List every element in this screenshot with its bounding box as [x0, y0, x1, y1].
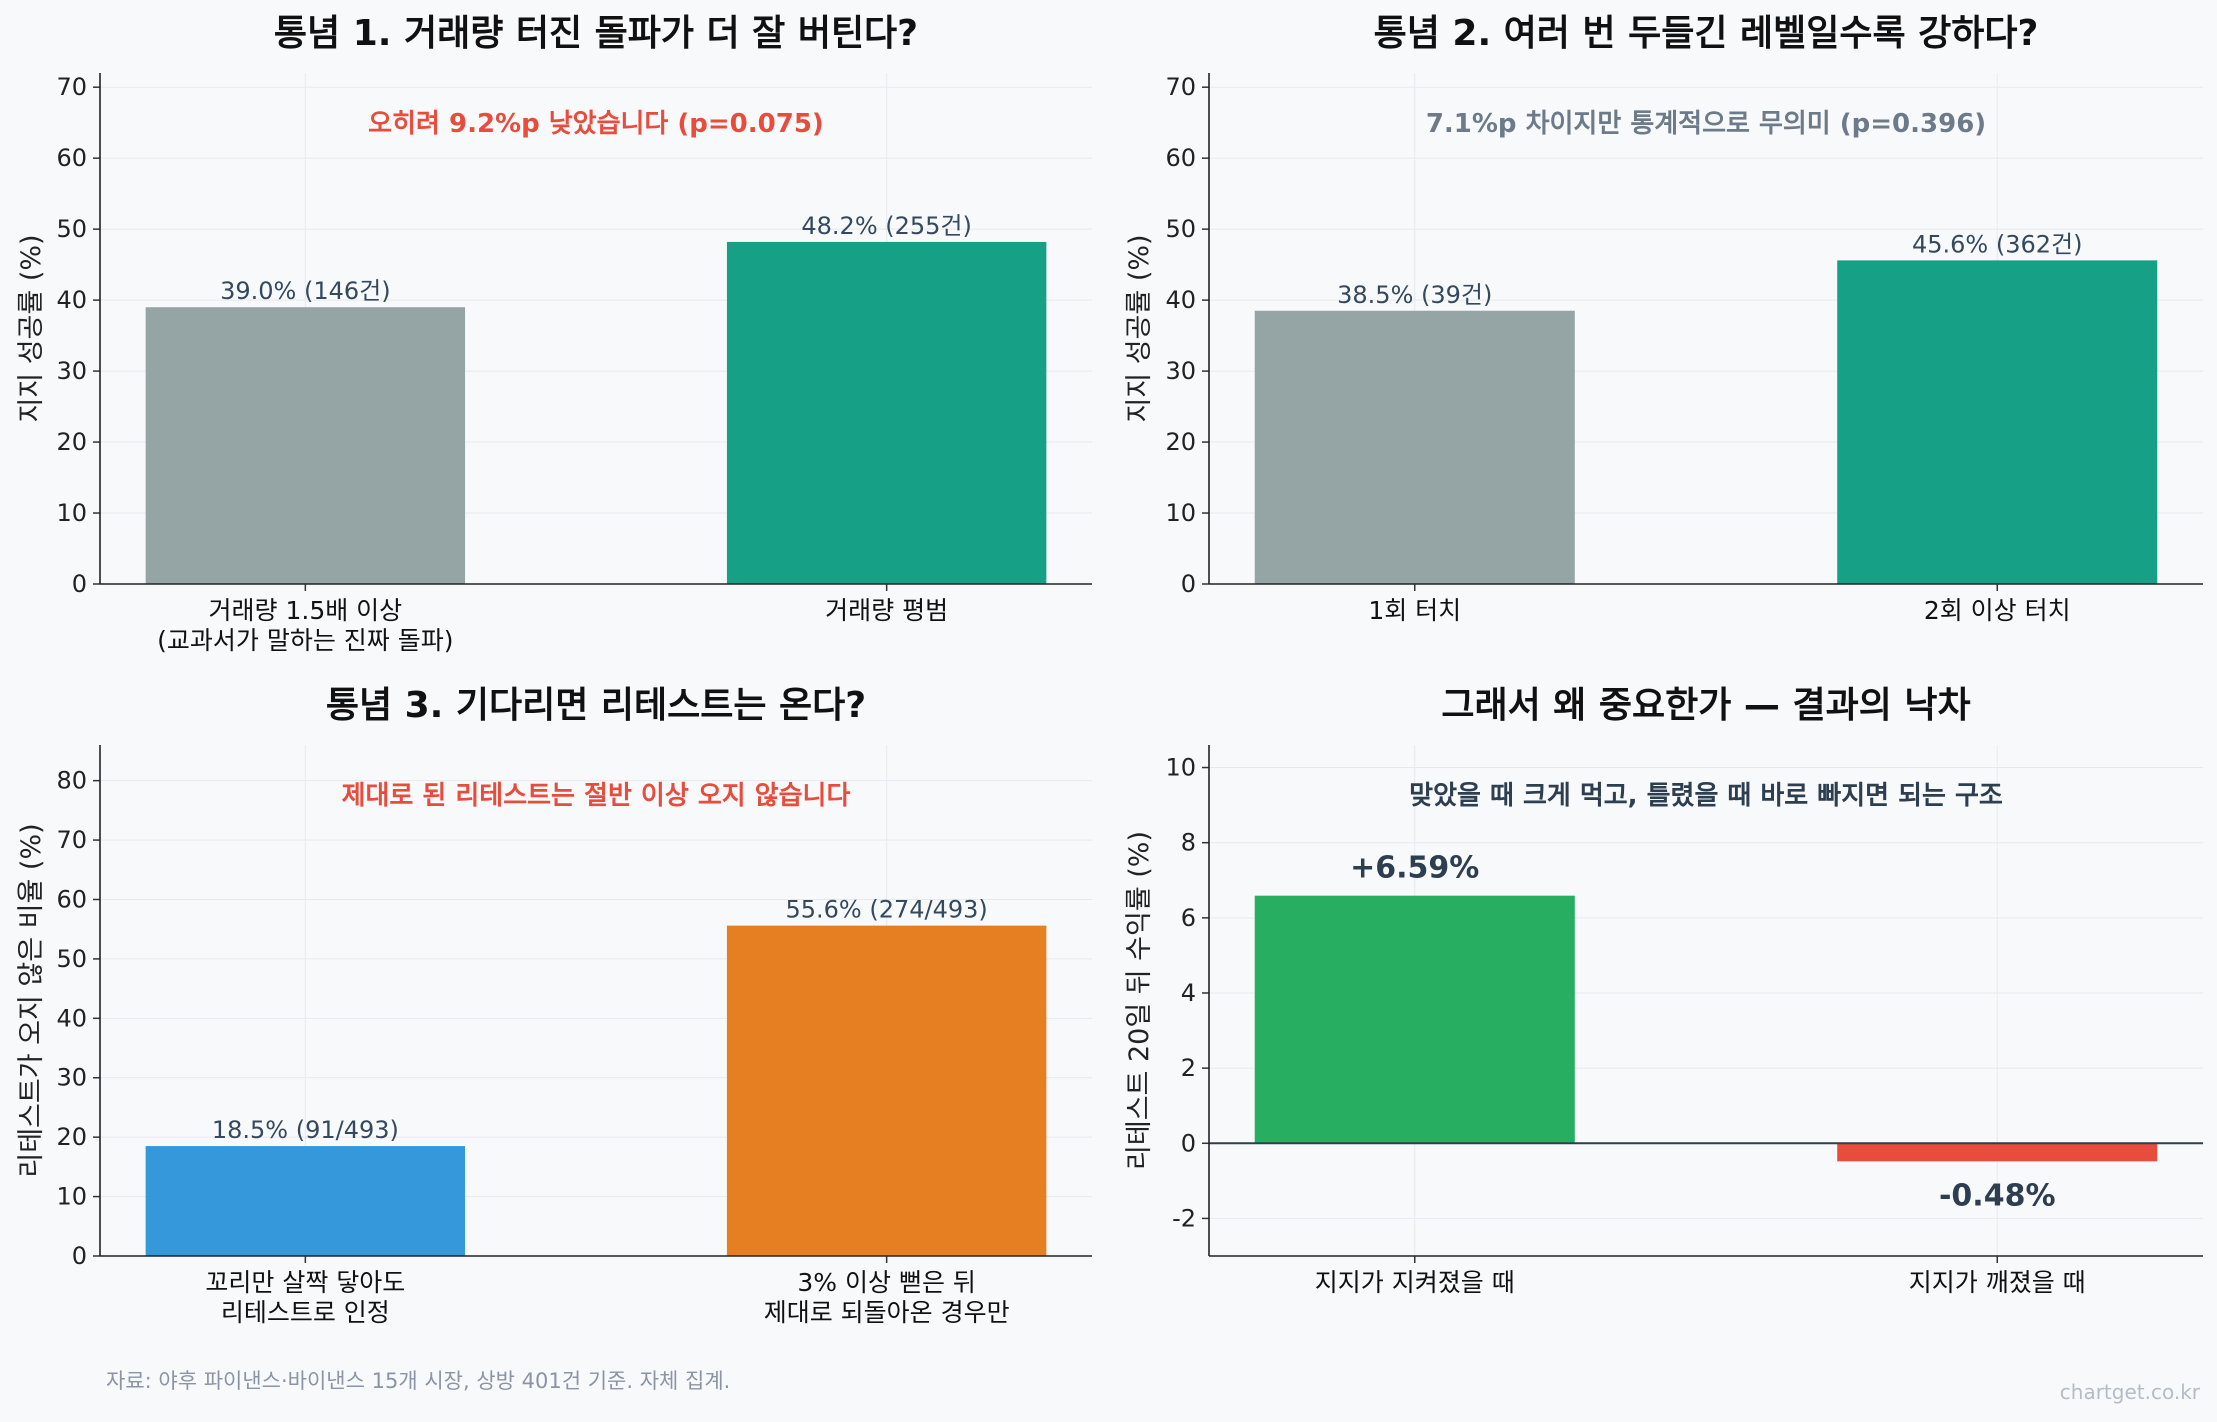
chart-panel-2: 통념 2. 여러 번 두들긴 레벨일수록 강하다? 0 10 20 30 40 50 60 70… [1124, 13, 2203, 625]
y-tick-label: 30 [1165, 357, 1196, 385]
category-label: 지지가 깨졌을 때 [1909, 1268, 2086, 1297]
y-tick-label: -2 [1172, 1204, 1196, 1232]
y-axis-label: 리테스트 20일 뒤 수익률 (%) [1124, 831, 1155, 1170]
chart-title: 통념 3. 기다리면 리테스트는 온다? [326, 685, 866, 726]
chart-title: 통념 2. 여러 번 두들긴 레벨일수록 강하다? [1374, 13, 2039, 54]
chart-title: 그래서 왜 중요한가 — 결과의 낙차 [1441, 685, 1970, 726]
y-tick-label: 6 [1181, 904, 1196, 932]
y-tick-label: 50 [56, 215, 87, 243]
y-tick-label: 50 [56, 945, 87, 973]
chart-panel-3: 통념 3. 기다리면 리테스트는 온다? 0 10 20 30 40 50 60 70 80 꼬리만… [16, 685, 1092, 1327]
bar-2 [1837, 1143, 2158, 1162]
y-tick-label: 4 [1181, 979, 1196, 1007]
chart-panel-1: 통념 1. 거래량 터진 돌파가 더 잘 버틴다? 0 10 20 30 40 50 60 70… [16, 13, 1092, 655]
data-label: 45.6% (362건) [1912, 230, 2083, 258]
data-label: -0.48% [1939, 1178, 2056, 1213]
y-tick-label: 0 [1181, 1129, 1196, 1157]
y-axis-label: 지지 성공률 (%) [1124, 234, 1155, 422]
y-tick-label: 0 [1181, 570, 1196, 598]
y-tick-label: 20 [56, 1123, 87, 1151]
category-label: 제대로 되돌아온 경우만 [764, 1298, 1010, 1327]
bar-1 [1254, 310, 1575, 584]
bar-1 [145, 1146, 466, 1256]
bar-1 [1254, 895, 1575, 1144]
category-label: 1회 터치 [1368, 596, 1461, 625]
chart-annotation: 오히려 9.2%p 낮았습니다 (p=0.075) [368, 109, 824, 139]
y-tick-label: 10 [1165, 499, 1196, 527]
y-tick-label: 40 [56, 1004, 87, 1032]
data-label: 48.2% (255건) [801, 212, 972, 240]
data-label: +6.59% [1350, 851, 1479, 886]
category-label: 지지가 지켜졌을 때 [1315, 1268, 1515, 1297]
data-label: 38.5% (39건) [1337, 281, 1492, 309]
y-tick-label: 50 [1165, 215, 1196, 243]
category-label: 거래량 평범 [825, 596, 948, 625]
category-label: 3% 이상 뻗은 뒤 [797, 1268, 976, 1297]
category-label: 거래량 1.5배 이상 [209, 596, 403, 625]
y-tick-label: 60 [56, 885, 87, 913]
y-tick-label: 40 [1165, 286, 1196, 314]
y-tick-label: 2 [1181, 1054, 1196, 1082]
y-tick-label: 70 [56, 73, 87, 101]
category-label: 꼬리만 살짝 닿아도 [205, 1268, 405, 1297]
chart-annotation: 맞았을 때 크게 먹고, 틀렸을 때 바로 빠지면 되는 구조 [1409, 781, 2003, 811]
y-tick-label: 70 [1165, 73, 1196, 101]
bar-2 [726, 925, 1047, 1256]
y-axis-label: 지지 성공률 (%) [16, 234, 47, 422]
chart-panel-4: 그래서 왜 중요한가 — 결과의 낙차 -2 0 2 4 6 8 10 지지가 지켜졌을 때 지지… [1124, 685, 2203, 1297]
category-label: 2회 이상 터치 [1924, 596, 2071, 625]
y-tick-label: 0 [72, 1242, 87, 1270]
y-tick-label: 20 [1165, 428, 1196, 456]
y-tick-label: 0 [72, 570, 87, 598]
data-label: 39.0% (146건) [220, 277, 391, 305]
bar-2 [1837, 260, 2158, 584]
y-axis-label: 리테스트가 오지 않은 비율 (%) [16, 823, 47, 1177]
bar-2 [726, 241, 1047, 585]
y-tick-label: 60 [1165, 144, 1196, 172]
chart-annotation: 7.1%p 차이지만 통계적으로 무의미 (p=0.396) [1426, 109, 1986, 139]
y-tick-label: 80 [56, 767, 87, 795]
bar-1 [145, 307, 466, 584]
y-tick-label: 70 [56, 826, 87, 854]
data-label: 55.6% (274/493) [785, 896, 987, 924]
y-tick-label: 10 [56, 1183, 87, 1211]
category-label: (교과서가 말하는 진짜 돌파) [157, 626, 453, 655]
y-tick-label: 20 [56, 428, 87, 456]
y-tick-label: 30 [56, 1064, 87, 1092]
data-label: 18.5% (91/493) [212, 1116, 399, 1144]
category-label: 리테스트로 인정 [221, 1298, 390, 1327]
y-tick-label: 40 [56, 286, 87, 314]
y-tick-label: 8 [1181, 829, 1196, 857]
y-tick-label: 10 [56, 499, 87, 527]
chart-annotation: 제대로 된 리테스트는 절반 이상 오지 않습니다 [342, 781, 851, 811]
y-tick-label: 10 [1165, 754, 1196, 782]
y-tick-label: 60 [56, 144, 87, 172]
chart-title: 통념 1. 거래량 터진 돌파가 더 잘 버틴다? [274, 13, 918, 54]
y-tick-label: 30 [56, 357, 87, 385]
